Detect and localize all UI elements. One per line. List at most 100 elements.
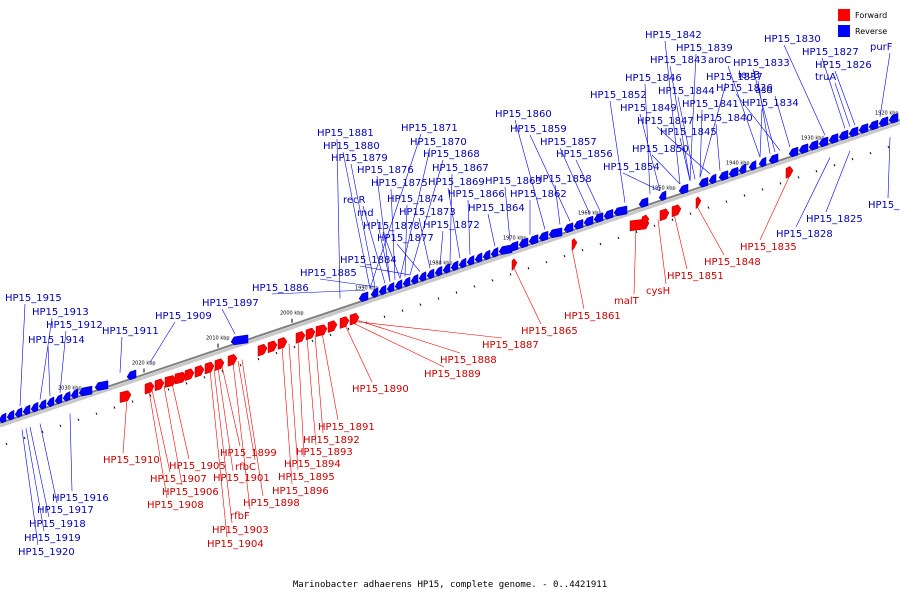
reverse-gene: [859, 123, 868, 133]
leader-line: [322, 333, 338, 420]
gene-label-hp15-1860: HP15_1860: [495, 109, 552, 120]
gene-label-hp15-1868: HP15_1868: [423, 149, 480, 160]
reverse-gene: [849, 127, 858, 137]
forward-gene: [195, 365, 204, 377]
forward-gene: [175, 372, 186, 384]
forward-gene: [155, 379, 164, 391]
leader-line: [697, 206, 724, 255]
gene-label-hp15-1872: HP15_1872: [423, 220, 480, 231]
minor-tick: [276, 352, 277, 354]
gene-label-hp15-1913: HP15_1913: [32, 307, 89, 318]
leader-line: [20, 304, 25, 406]
reverse-gene: [31, 402, 38, 412]
gene-label-hp15-1899: HP15_1899: [220, 448, 277, 459]
leader-line: [835, 71, 855, 125]
reverse-gene: [679, 184, 688, 194]
reverse-gene: [809, 140, 818, 150]
reverse-gene: [419, 272, 426, 282]
gene-label-hp15-1854: HP15_1854: [603, 162, 660, 173]
gene-label-hp15-1846: HP15_1846: [625, 73, 682, 84]
legend-forward-label: Forward: [855, 11, 887, 20]
minor-tick: [132, 401, 133, 403]
minor-tick: [816, 170, 817, 172]
leader-line: [488, 214, 495, 246]
gene-label-hp15-1866: HP15_1866: [448, 189, 505, 200]
gene-label-hp15-1908: HP15_1908: [147, 500, 204, 511]
leader-line: [358, 320, 460, 353]
gene-label-hp15-1850: HP15_1850: [632, 144, 689, 155]
minor-tick: [618, 237, 619, 239]
reverse-gene: [15, 408, 22, 418]
scale-tick-label: 2000 kbp: [280, 311, 304, 317]
gene-label-hp15-1840: HP15_1840: [696, 113, 753, 124]
gene-label-hp15-1871: HP15_1871: [401, 123, 458, 134]
gene-label-hp15-1892: HP15_1892: [303, 435, 360, 446]
reverse-gene: [749, 161, 756, 171]
minor-tick: [258, 358, 259, 360]
gene-label-hp15-1839: HP15_1839: [676, 43, 733, 54]
minor-tick: [564, 255, 565, 257]
reverse-gene: [729, 167, 738, 177]
reverse-gene: [869, 120, 878, 130]
leader-line: [345, 325, 372, 382]
reverse-gene: [23, 405, 30, 415]
forward-gene: [296, 331, 305, 343]
gene-label-rfbc: rfbC: [235, 462, 256, 473]
minor-tick: [708, 207, 709, 209]
gene-label-hp15-1884: HP15_1884: [340, 255, 397, 266]
reverse-gene: [614, 206, 627, 216]
gene-label-hp15-1920: HP15_1920: [18, 547, 75, 558]
forward-gene: [660, 209, 669, 221]
reverse-gene: [564, 223, 573, 233]
reverse-gene: [509, 241, 518, 251]
minor-tick: [168, 388, 169, 390]
leader-line: [355, 321, 502, 338]
leader-line: [634, 227, 636, 294]
gene-label-hp15-1881: HP15_1881: [317, 128, 374, 139]
legend-reverse-label: Reverse: [855, 27, 887, 36]
minor-tick: [240, 364, 241, 366]
leader-line: [514, 268, 541, 324]
legend: Forward Reverse: [838, 9, 887, 37]
leader-line: [397, 244, 420, 272]
minor-tick: [510, 273, 511, 275]
gene-label-hp15-1844: HP15_1844: [658, 86, 715, 97]
reverse-gene: [475, 253, 482, 263]
gene-label-hp15-1851: HP15_1851: [667, 271, 724, 282]
gene-label-hp15-1835: HP15_1835: [740, 242, 797, 253]
reverse-gene: [789, 147, 798, 157]
gene-label-hp15-1856: HP15_1856: [556, 149, 613, 160]
minor-tick: [438, 298, 439, 300]
gene-label-hp15-1875: HP15_1875: [371, 178, 428, 189]
reverse-gene: [549, 228, 562, 238]
gene-label-hp15-1873: HP15_1873: [399, 207, 456, 218]
minor-tick: [798, 176, 799, 178]
minor-tick: [114, 407, 115, 409]
gene-label-hp15-1891: HP15_1891: [318, 422, 375, 433]
reverse-gene: [7, 410, 14, 420]
gene-label-hp15-1862: HP15_1862: [510, 189, 567, 200]
leader-line: [172, 383, 189, 459]
gene-label-hp15-1896: HP15_1896: [272, 486, 329, 497]
minor-tick: [582, 249, 583, 251]
gene-label-hp15-1828: HP15_1828: [776, 229, 833, 240]
leader-line: [658, 219, 666, 284]
map-caption: Marinobacter adhaerens HP15, complete ge…: [293, 580, 607, 590]
gene-label-hp15-1825: HP15_1825: [806, 214, 863, 225]
forward-gene: [328, 321, 337, 333]
gene-label-hp15-1863: HP15_1863: [485, 176, 542, 187]
reverse-gene: [403, 277, 410, 287]
gene-label-hp15-1845: HP15_1845: [660, 127, 717, 138]
leader-line: [40, 424, 57, 503]
gene-label-hp15-1852: HP15_1852: [590, 90, 647, 101]
reverse-gene: [529, 235, 538, 245]
gene-label-hp15-1904: HP15_1904: [207, 539, 264, 550]
reverse-gene: [719, 171, 728, 181]
forward-gene: [278, 337, 287, 349]
legend-forward-swatch: [838, 9, 850, 21]
minor-tick: [672, 219, 673, 221]
leader-line: [315, 335, 323, 433]
reverse-gene: [769, 154, 778, 164]
gene-label-hp15-1848: HP15_1848: [704, 257, 761, 268]
